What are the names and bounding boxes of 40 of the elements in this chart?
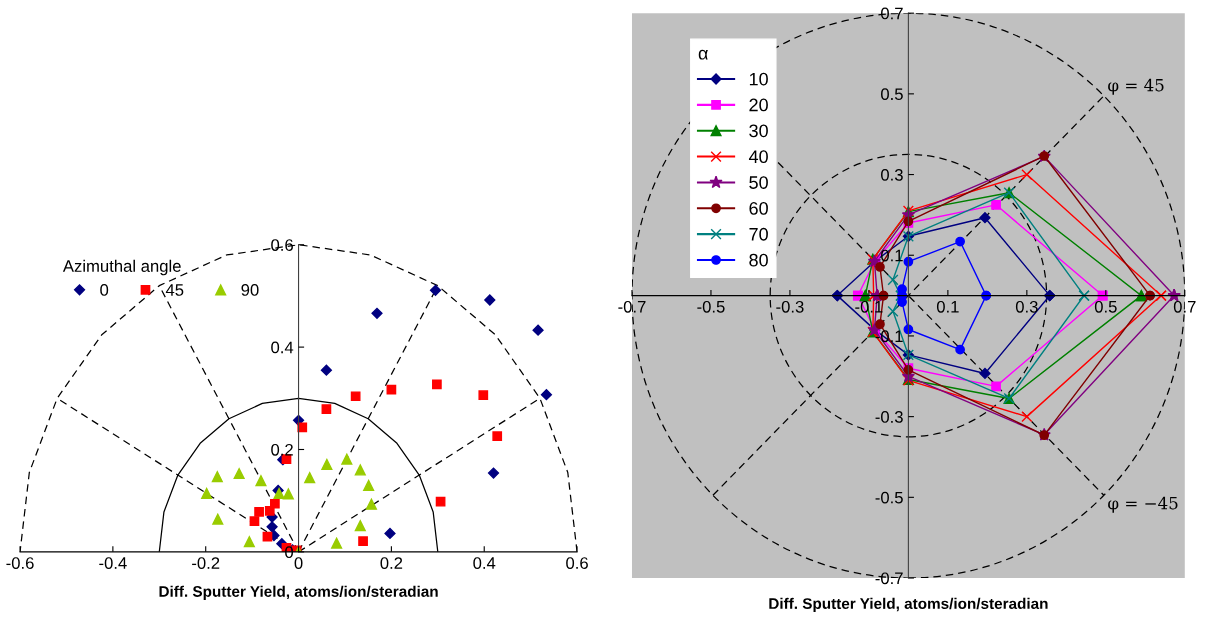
legend-label: 40 — [748, 150, 768, 164]
y-tick-label: 0.4 — [271, 341, 294, 354]
legend-label: 70 — [749, 227, 768, 241]
y-tick-label: -0.7 — [875, 572, 903, 585]
x-tick-label: -0.4 — [99, 557, 127, 569]
legend-title: Azimuthal angle — [62, 259, 181, 276]
legend-label: 0 — [100, 284, 109, 296]
legend-title: α — [698, 49, 708, 60]
y-tick-label: 0.5 — [881, 88, 903, 101]
annotation: φ = 45 — [1108, 78, 1164, 95]
x-tick-label: -0.7 — [618, 300, 646, 313]
x-tick-label: 0.6 — [566, 557, 588, 569]
x-tick-label: 0.2 — [380, 557, 403, 569]
y-tick-label: 0.6 — [271, 239, 293, 251]
y-tick-label: 0.7 — [881, 7, 903, 20]
legend-label: 20 — [749, 98, 768, 112]
y-tick-label: 0.3 — [881, 168, 903, 181]
legend-label: 60 — [749, 201, 768, 215]
x-tick-label: -0.3 — [776, 300, 804, 313]
x-tick-label: -0.2 — [192, 557, 220, 569]
legend-label: 10 — [749, 72, 768, 86]
legend-label: 45 — [165, 284, 184, 296]
y-tick-label: -0.3 — [875, 411, 903, 423]
x-tick-label: 0.1 — [936, 300, 959, 313]
x-tick-label: 0.7 — [1173, 300, 1196, 313]
x-tick-label: 0.4 — [473, 557, 496, 569]
y-tick-label: 0.2 — [271, 443, 293, 456]
x-tick-label: 0 — [294, 557, 303, 569]
x-tick-label: 0.5 — [1094, 300, 1117, 313]
x-tick-label: 0.3 — [1015, 300, 1038, 313]
y-tick-label: -0.5 — [875, 491, 903, 504]
x-tick-label: -0.6 — [6, 557, 34, 569]
x-axis-title: Diff. Sputter Yield, atoms/ion/steradian — [769, 597, 1048, 613]
legend-label: 80 — [749, 253, 768, 267]
x-axis-title: Diff. Sputter Yield, atoms/ion/steradian — [159, 585, 438, 600]
legend-label: 30 — [749, 124, 768, 138]
annotation: φ = −45 — [1108, 496, 1178, 513]
x-tick-label: -0.5 — [697, 300, 725, 313]
legend-label: 50 — [749, 176, 768, 189]
legend-label: 90 — [241, 284, 259, 296]
